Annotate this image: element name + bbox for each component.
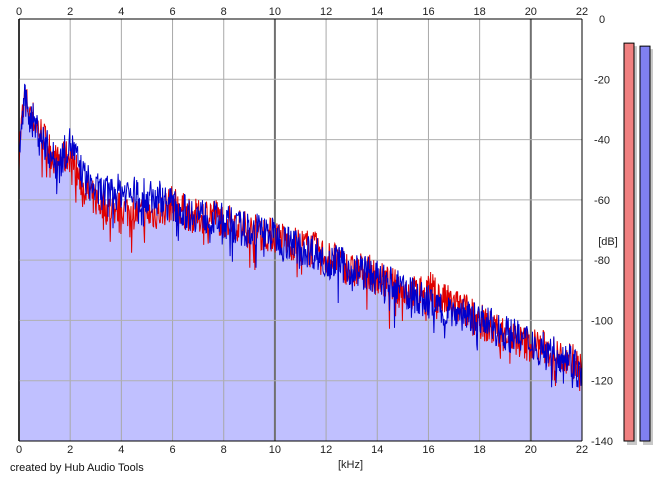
y-tick-label: -100 xyxy=(591,315,613,327)
x-tick-label-bottom: 22 xyxy=(576,444,588,456)
x-tick-label-bottom: 12 xyxy=(320,444,332,456)
x-tick-label-top: 6 xyxy=(169,6,175,18)
x-tick-label-bottom: 16 xyxy=(422,444,434,456)
y-tick-label: -60 xyxy=(594,195,610,207)
y-tick-label: -140 xyxy=(591,436,613,448)
x-tick-label-top: 2 xyxy=(67,6,73,18)
y-tick-label: -120 xyxy=(591,376,613,388)
spectrum-fill-layer xyxy=(19,87,582,441)
level-meter-bar-2 xyxy=(639,45,651,442)
y-tick-label: -80 xyxy=(594,255,610,267)
x-tick-label-bottom: 18 xyxy=(474,444,486,456)
level-meters xyxy=(623,42,653,445)
x-axis-label: [kHz] xyxy=(338,459,363,471)
series-line-2 xyxy=(18,83,583,389)
x-tick-label-top: 12 xyxy=(320,6,332,18)
y-axis-label: [dB] xyxy=(598,236,618,248)
y-tick-label: -20 xyxy=(594,74,610,86)
x-tick-label-bottom: 20 xyxy=(525,444,537,456)
spectrum-fill xyxy=(19,87,582,441)
x-tick-label-top: 0 xyxy=(16,6,22,18)
x-tick-label-bottom: 4 xyxy=(118,444,124,456)
x-tick-label-bottom: 0 xyxy=(16,444,22,456)
x-tick-label-top: 4 xyxy=(118,6,124,18)
x-tick-label-bottom: 8 xyxy=(221,444,227,456)
x-tick-label-bottom: 6 xyxy=(169,444,175,456)
x-tick-label-top: 22 xyxy=(576,6,588,18)
axes xyxy=(18,18,583,442)
tick-labels: 002244668810101212141416161818202022220-… xyxy=(16,6,613,456)
level-meter-bar-1 xyxy=(623,42,635,442)
x-tick-label-top: 18 xyxy=(474,6,486,18)
x-tick-label-top: 8 xyxy=(221,6,227,18)
x-tick-label-bottom: 14 xyxy=(371,444,383,456)
x-tick-label-top: 10 xyxy=(269,6,281,18)
x-tick-label-top: 20 xyxy=(525,6,537,18)
x-tick-label-bottom: 2 xyxy=(67,444,73,456)
series-layer xyxy=(18,83,583,392)
x-tick-label-top: 14 xyxy=(371,6,383,18)
credit-text: created by Hub Audio Tools xyxy=(10,462,144,474)
y-tick-label: -40 xyxy=(594,135,610,147)
x-tick-label-bottom: 10 xyxy=(269,444,281,456)
y-tick-label: 0 xyxy=(599,14,605,26)
x-tick-label-top: 16 xyxy=(422,6,434,18)
